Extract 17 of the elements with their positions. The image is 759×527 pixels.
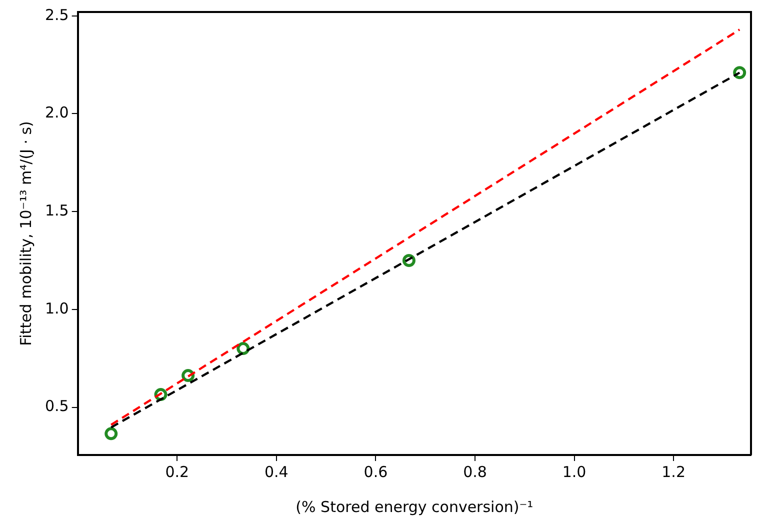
point <box>733 66 746 80</box>
x-axis-title: (% Stored energy conversion)⁻¹ <box>296 498 534 516</box>
x-tick-label: 0.2 <box>165 462 190 481</box>
y-axis-title: Fitted mobility, 10⁻¹³ m⁴/(J · s) <box>16 121 35 346</box>
x-tick-label: 0.4 <box>264 462 288 481</box>
x-tick-label: 1.2 <box>662 462 686 481</box>
y-tick-label: 0.5 <box>44 397 69 416</box>
y-tick-label: 1.0 <box>44 299 69 318</box>
y-tick-label: 1.5 <box>44 201 69 220</box>
x-tick-label: 0.6 <box>364 462 388 481</box>
x-tick-label: 1.0 <box>562 462 586 481</box>
x-tick-label: 0.8 <box>463 462 487 481</box>
point <box>104 427 118 440</box>
point <box>182 369 195 382</box>
point <box>402 254 416 268</box>
y-tick-label: 2.5 <box>44 6 69 24</box>
y-tick-label: 2.0 <box>44 104 69 122</box>
